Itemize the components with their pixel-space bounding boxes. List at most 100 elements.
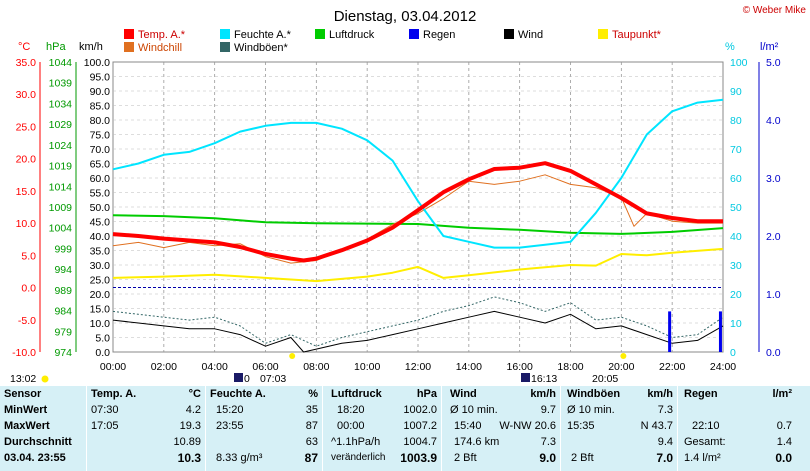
chart-axes: 35.0 30.0 25.0 20.0 15.0 10.0 5.0 0.0 -5.0 -10.0 1… — [12, 57, 781, 373]
stats-col-sensor: Sensor MinWert MaxWert Durchschnitt 03.0… — [0, 386, 86, 471]
hum-axis-tick-9: 10 — [730, 318, 742, 330]
hum-axis-tick-6: 40 — [730, 231, 742, 243]
hum-axis-tick-7: 30 — [730, 260, 742, 272]
stats-hum-unit: % — [308, 388, 318, 400]
stats-wind-max-time: 15:40 — [454, 420, 482, 432]
legend-swatch-2 — [315, 29, 325, 39]
x-tick-10: 20:00 — [608, 361, 634, 373]
stats-hum-header: Feuchte A. — [210, 388, 266, 400]
x-tick-0: 00:00 — [100, 361, 126, 373]
stats-rain-unit: l/m² — [772, 388, 792, 400]
hum-axis-tick-3: 70 — [730, 144, 742, 156]
legend-swatch-4 — [504, 29, 514, 39]
wind-axis-tick-3: 85.0 — [90, 101, 111, 113]
stats-wind-unit: km/h — [530, 388, 556, 400]
wind-unit-label: km/h — [79, 41, 103, 53]
temp-axis-tick-3: 20.0 — [16, 154, 37, 166]
wind-axis-tick-0: 100.0 — [84, 57, 110, 69]
stats-wind-avg-value: 7.3 — [540, 436, 556, 448]
hum-axis-tick-2: 80 — [730, 115, 742, 127]
temp-axis-tick-5: 10.0 — [16, 218, 37, 230]
stats-gust-unit: km/h — [647, 388, 673, 400]
rain-axis-tick-2: 3.0 — [766, 173, 781, 185]
stats-rain-total-value: 1.4 — [776, 436, 792, 448]
x-tick-7: 14:00 — [456, 361, 482, 373]
press-axis-tick-0: 1044 — [49, 57, 73, 69]
stats-press-unit: hPa — [416, 388, 437, 400]
wind-axis-tick-13: 35.0 — [90, 246, 111, 258]
stats-press-header: Luftdruck — [331, 388, 382, 400]
wind-axis-tick-2: 90.0 — [90, 86, 111, 98]
legend-label-0: Temp. A.* — [138, 29, 186, 41]
stats-press-trend: ^1.1hPa/h — [331, 436, 381, 448]
wind-axis-tick-4: 80.0 — [90, 115, 111, 127]
stats-press-cur-value: 1003.9 — [400, 451, 437, 465]
stats-hum-min-time: 15:20 — [216, 404, 244, 416]
moon-label: 0 — [244, 373, 250, 385]
stats-sensor-header: Sensor — [4, 388, 42, 400]
moon-rise-icon — [521, 373, 530, 382]
stats-temp-header: Temp. A. — [91, 388, 137, 400]
stats-temp-max-time: 17:05 — [91, 420, 119, 432]
stats-rain-header: Regen — [684, 388, 718, 400]
stats-press-forecast: veränderlich — [331, 452, 386, 463]
chart-grid — [112, 61, 724, 353]
stats-gust-cur-value: 7.0 — [656, 451, 673, 465]
wind-axis-tick-11: 45.0 — [90, 217, 111, 229]
weather-chart: Dienstag, 03.04.2012 © Weber Mike Temp. … — [10, 5, 807, 385]
legend-swatch-7 — [220, 42, 230, 52]
press-unit-label: hPa — [46, 41, 66, 53]
series-wind — [112, 310, 724, 353]
legend-swatch-6 — [124, 42, 134, 52]
sunrise-marker-icon — [289, 353, 296, 359]
stats-press-min-time: 18:20 — [337, 404, 365, 416]
temp-axis-tick-0: 35.0 — [16, 57, 37, 69]
series-temp-a — [112, 161, 723, 263]
press-axis-tick-5: 1019 — [49, 161, 73, 173]
temp-axis-tick-8: -5.0 — [18, 315, 36, 327]
press-axis-tick-12: 984 — [54, 306, 72, 318]
legend-label-5: Taupunkt* — [612, 29, 662, 41]
stats-rain-max-time: 22:10 — [692, 420, 720, 432]
press-axis-tick-8: 1004 — [49, 223, 73, 235]
rain-axis-tick-4: 1.0 — [766, 289, 781, 301]
moon-icon — [234, 373, 243, 382]
stats-rain-total-label: Gesamt: — [684, 436, 726, 448]
temp-axis-tick-7: 0.0 — [21, 283, 36, 295]
press-axis-tick-9: 999 — [54, 243, 72, 255]
x-tick-6: 12:00 — [405, 361, 431, 373]
stats-temp-cur-value: 10.3 — [177, 451, 201, 465]
press-axis-tick-13: 979 — [54, 326, 72, 338]
hum-axis-tick-4: 60 — [730, 173, 742, 185]
stats-max-label: MaxWert — [4, 420, 50, 432]
stats-gust-max-value: N 43.7 — [640, 420, 673, 432]
press-axis-tick-3: 1029 — [49, 119, 73, 131]
hum-axis-tick-8: 20 — [730, 289, 742, 301]
rain-unit-label: l/m² — [760, 41, 779, 53]
stats-press-max-time: 00:00 — [337, 420, 365, 432]
stats-hum-cur-value: 87 — [304, 451, 318, 465]
legend-label-3: Regen — [423, 29, 455, 41]
stats-temp-min-time: 07:30 — [91, 404, 119, 416]
stats-wind-bft: 2 Bft — [454, 452, 477, 464]
sunrise-time: 07:03 — [260, 373, 286, 385]
stats-wind-min-label: Ø 10 min. — [450, 404, 498, 416]
copyright-label: © Weber Mike — [743, 5, 807, 16]
wind-axis-tick-10: 50.0 — [90, 202, 111, 214]
statistics-table: Sensor MinWert MaxWert Durchschnitt 03.0… — [0, 386, 810, 471]
legend-label-1: Feuchte A.* — [234, 29, 292, 41]
series-luftdruck — [112, 214, 724, 235]
stats-col-temp: Temp. A. °C 07:30 4.2 17:05 19.3 10.89 10.3 — [87, 386, 205, 471]
stats-rain-cur-value: 0.0 — [775, 451, 792, 465]
press-axis-tick-6: 1014 — [49, 181, 73, 193]
stats-col-gust: Windböen km/h Ø 10 min. 7.3 15:35 N 43.7 9.… — [561, 386, 677, 471]
series-windchill — [112, 174, 723, 264]
x-tick-3: 06:00 — [252, 361, 278, 373]
chart-legend: Temp. A.* Feuchte A.* Luftdruck Regen Wind Ta… — [124, 29, 662, 54]
stats-hum-min-value: 35 — [305, 404, 318, 416]
wind-axis-tick-18: 10.0 — [90, 318, 111, 330]
legend-label-4: Wind — [518, 29, 543, 41]
rain-axis-tick-0: 5.0 — [766, 57, 781, 69]
temp-axis-tick-1: 30.0 — [16, 89, 37, 101]
wind-axis-tick-12: 40.0 — [90, 231, 111, 243]
